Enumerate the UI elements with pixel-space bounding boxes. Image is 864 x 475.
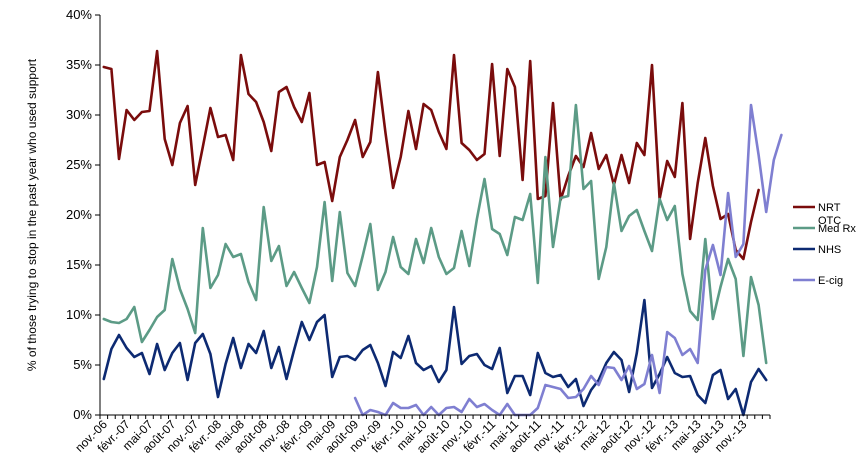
legend-label: NRT OTC [818, 202, 841, 227]
series-line [102, 49, 760, 261]
series-line [353, 103, 783, 417]
y-tick-label: 0% [73, 407, 92, 422]
axis-ticks [95, 14, 771, 419]
y-tick-label: 20% [66, 207, 92, 222]
y-tick-label: 30% [66, 107, 92, 122]
plot-series [102, 49, 783, 417]
y-tick-label: 25% [66, 157, 92, 172]
y-axis-tick-labels: 0% 5% 10% 15% 20% 25% 30% 35% 40% [66, 7, 92, 422]
y-tick-label: 15% [66, 257, 92, 272]
series-line [102, 103, 768, 365]
y-tick-label: 5% [73, 357, 92, 372]
series-line [102, 298, 768, 417]
y-tick-label: 10% [66, 307, 92, 322]
y-tick-label: 35% [66, 57, 92, 72]
legend-label: NHS [818, 244, 841, 256]
y-tick-label: 40% [66, 7, 92, 22]
legend-label: E-cig [818, 275, 843, 287]
x-axis-tick-labels: nov.-06févr.-07mai-07août-07nov.-07févr.… [72, 417, 749, 456]
legend-label: Med Rx [818, 223, 856, 235]
y-axis-label: % of those trying to stop in the past ye… [25, 58, 39, 371]
